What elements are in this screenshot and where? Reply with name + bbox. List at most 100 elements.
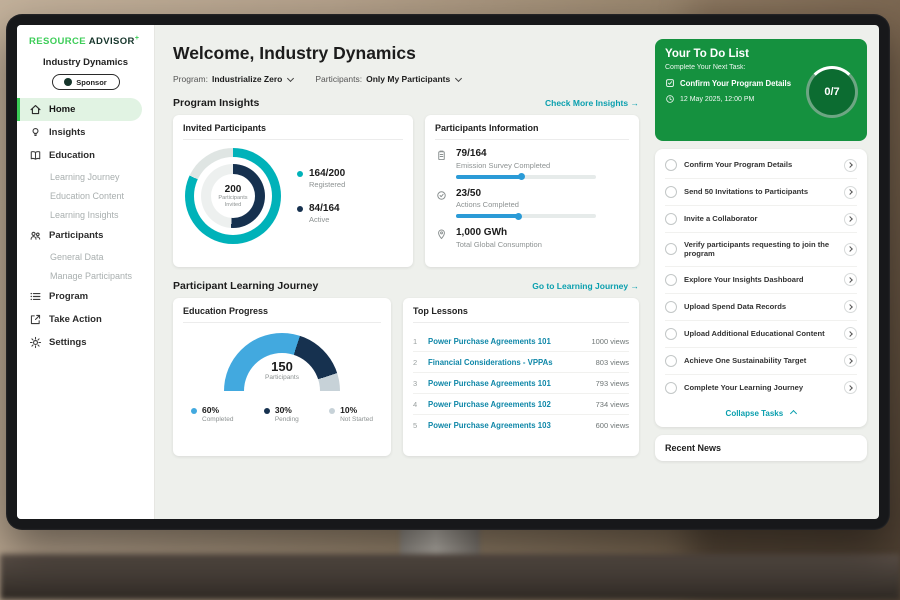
task-label: Upload Spend Data Records <box>684 301 787 311</box>
checkbox-icon[interactable] <box>665 381 677 394</box>
legend-value: 164/200 <box>309 168 346 179</box>
program-filter[interactable]: Program: Industrialize Zero <box>173 74 295 84</box>
checkbox-icon[interactable] <box>665 243 677 256</box>
todo-due-date: 12 May 2025, 12:00 PM <box>665 94 857 104</box>
lesson-title-link[interactable]: Power Purchase Agreements 101 <box>428 336 551 346</box>
logo-plus: + <box>134 35 140 42</box>
logo-text-resource: RESOURCE <box>29 36 87 48</box>
checkbox-icon[interactable] <box>665 273 677 286</box>
task-label: Upload Additional Educational Content <box>684 328 825 338</box>
home-icon <box>30 105 41 115</box>
collapse-label: Collapse Tasks <box>725 408 784 418</box>
legend-active: 84/164 Active <box>297 203 345 224</box>
sidebar-item-education-content[interactable]: Education Content <box>17 186 154 205</box>
check-more-insights-link[interactable]: Check More Insights → <box>545 98 639 108</box>
task-confirm-program-details[interactable]: Confirm Your Program Details <box>665 152 857 179</box>
task-upload-spend-data[interactable]: Upload Spend Data Records <box>665 294 857 321</box>
education-progress-card: Education Progress 150 Participants <box>173 298 391 456</box>
chevron-right-icon[interactable] <box>844 158 857 172</box>
checkbox-icon[interactable] <box>665 327 677 340</box>
chevron-down-icon <box>287 74 295 82</box>
chevron-right-icon[interactable] <box>844 185 857 199</box>
info-value: 23/50 <box>456 187 482 199</box>
task-complete-learning-journey[interactable]: Complete Your Learning Journey <box>665 375 857 401</box>
emission-survey-row: 79/164 Emission Survey Completed <box>435 148 629 180</box>
checkbox-icon[interactable] <box>665 354 677 367</box>
participants-filter[interactable]: Participants: Only My Participants <box>315 74 463 84</box>
sidebar-item-home[interactable]: Home <box>17 98 142 122</box>
invited-donut-chart: 200 Participants Invited <box>185 148 281 244</box>
participants-information-card: Participants Information 79/164 Emission… <box>425 115 639 267</box>
task-invite-collaborator[interactable]: Invite a Collaborator <box>665 206 857 233</box>
lesson-views: 803 views <box>595 357 629 367</box>
sidebar-item-participants[interactable]: Participants <box>17 224 154 247</box>
task-send-invitations[interactable]: Send 50 Invitations to Participants <box>665 179 857 206</box>
participants-filter-value: Only My Participants <box>366 74 451 84</box>
todo-progress-ring: 0/7 <box>806 66 858 118</box>
collapse-tasks-button[interactable]: Collapse Tasks <box>665 401 857 424</box>
task-explore-insights[interactable]: Explore Your Insights Dashboard <box>665 267 857 294</box>
sidebar-nav: Home Insights Education Learning Journey <box>17 98 154 354</box>
sponsor-badge[interactable]: Sponsor <box>51 74 120 91</box>
chevron-right-icon[interactable] <box>844 327 857 341</box>
chevron-up-icon <box>790 409 798 417</box>
checkbox-icon[interactable] <box>665 213 677 225</box>
learning-journey-header: Participant Learning Journey Go to Learn… <box>173 280 639 292</box>
card-title: Invited Participants <box>183 123 403 140</box>
task-verify-participants[interactable]: Verify participants requesting to join t… <box>665 233 857 267</box>
sponsor-icon <box>64 78 73 87</box>
lesson-title-link[interactable]: Power Purchase Agreements 103 <box>428 420 551 430</box>
lesson-rank: 3 <box>413 378 418 388</box>
actions-progress-bar <box>456 212 596 220</box>
todo-panel: Your To Do List Complete Your Next Task:… <box>655 25 879 519</box>
chevron-right-icon[interactable] <box>844 381 857 395</box>
sidebar-item-learning-insights[interactable]: Learning Insights <box>17 205 154 224</box>
learning-cards-row: Education Progress 150 Participants <box>173 298 639 456</box>
sidebar-item-manage-participants[interactable]: Manage Participants <box>17 266 154 285</box>
sidebar-item-take-action[interactable]: Take Action <box>17 308 154 331</box>
sidebar-item-label: Learning Journey <box>50 171 120 182</box>
checkbox-icon[interactable] <box>665 300 677 313</box>
sidebar-item-insights[interactable]: Insights <box>17 121 154 144</box>
sidebar-item-education[interactable]: Education <box>17 144 154 167</box>
link-label: Check More Insights <box>544 98 629 108</box>
chevron-right-icon[interactable] <box>844 273 857 287</box>
todo-progress-count: 0/7 <box>824 86 840 98</box>
recent-news-card: Recent News <box>655 434 867 461</box>
sidebar-item-general-data[interactable]: General Data <box>17 247 154 266</box>
recent-news-title: Recent News <box>665 442 722 453</box>
lesson-row: 4 Power Purchase Agreements 102 734 view… <box>413 394 629 415</box>
lesson-title-link[interactable]: Financial Considerations - VPPAs <box>428 357 553 367</box>
sidebar-item-settings[interactable]: Settings <box>17 331 154 354</box>
todo-summary-card: Your To Do List Complete Your Next Task:… <box>655 39 867 141</box>
legend-value: 84/164 <box>309 203 340 214</box>
task-achieve-sustainability-target[interactable]: Achieve One Sustainability Target <box>665 348 857 375</box>
lesson-title-link[interactable]: Power Purchase Agreements 102 <box>428 399 551 409</box>
sidebar-item-learning-journey[interactable]: Learning Journey <box>17 167 154 186</box>
lesson-rank: 5 <box>413 420 418 430</box>
checkbox-icon[interactable] <box>665 159 677 171</box>
go-to-learning-journey-link[interactable]: Go to Learning Journey → <box>532 281 639 291</box>
card-title: Top Lessons <box>413 306 629 323</box>
chevron-right-icon[interactable] <box>844 212 857 226</box>
legend-value: 30% <box>274 405 292 415</box>
legend-value: 60% <box>202 405 220 415</box>
legend-pending: 30% Pending <box>263 405 299 423</box>
sidebar-item-label: Learning Insights <box>50 209 119 220</box>
app-logo: RESOURCE ADVISOR+ <box>17 35 154 47</box>
legend-not-started: 10% Not Started <box>329 405 373 423</box>
lesson-row: 5 Power Purchase Agreements 103 600 view… <box>413 415 629 435</box>
legend-label: Registered <box>309 180 346 189</box>
todo-next-task[interactable]: Confirm Your Program Details <box>665 78 805 88</box>
chevron-right-icon[interactable] <box>844 242 857 256</box>
chevron-right-icon[interactable] <box>844 354 857 368</box>
sidebar-item-program[interactable]: Program <box>17 285 154 308</box>
task-upload-educational-content[interactable]: Upload Additional Educational Content <box>665 321 857 348</box>
lesson-title-link[interactable]: Power Purchase Agreements 101 <box>428 378 551 388</box>
checkbox-icon[interactable] <box>665 186 677 198</box>
legend-label: Completed <box>202 416 234 423</box>
lesson-row: 3 Power Purchase Agreements 101 793 view… <box>413 373 629 394</box>
lesson-row: 2 Financial Considerations - VPPAs 803 v… <box>413 352 629 373</box>
legend-completed: 60% Completed <box>191 405 233 423</box>
chevron-right-icon[interactable] <box>844 300 857 314</box>
